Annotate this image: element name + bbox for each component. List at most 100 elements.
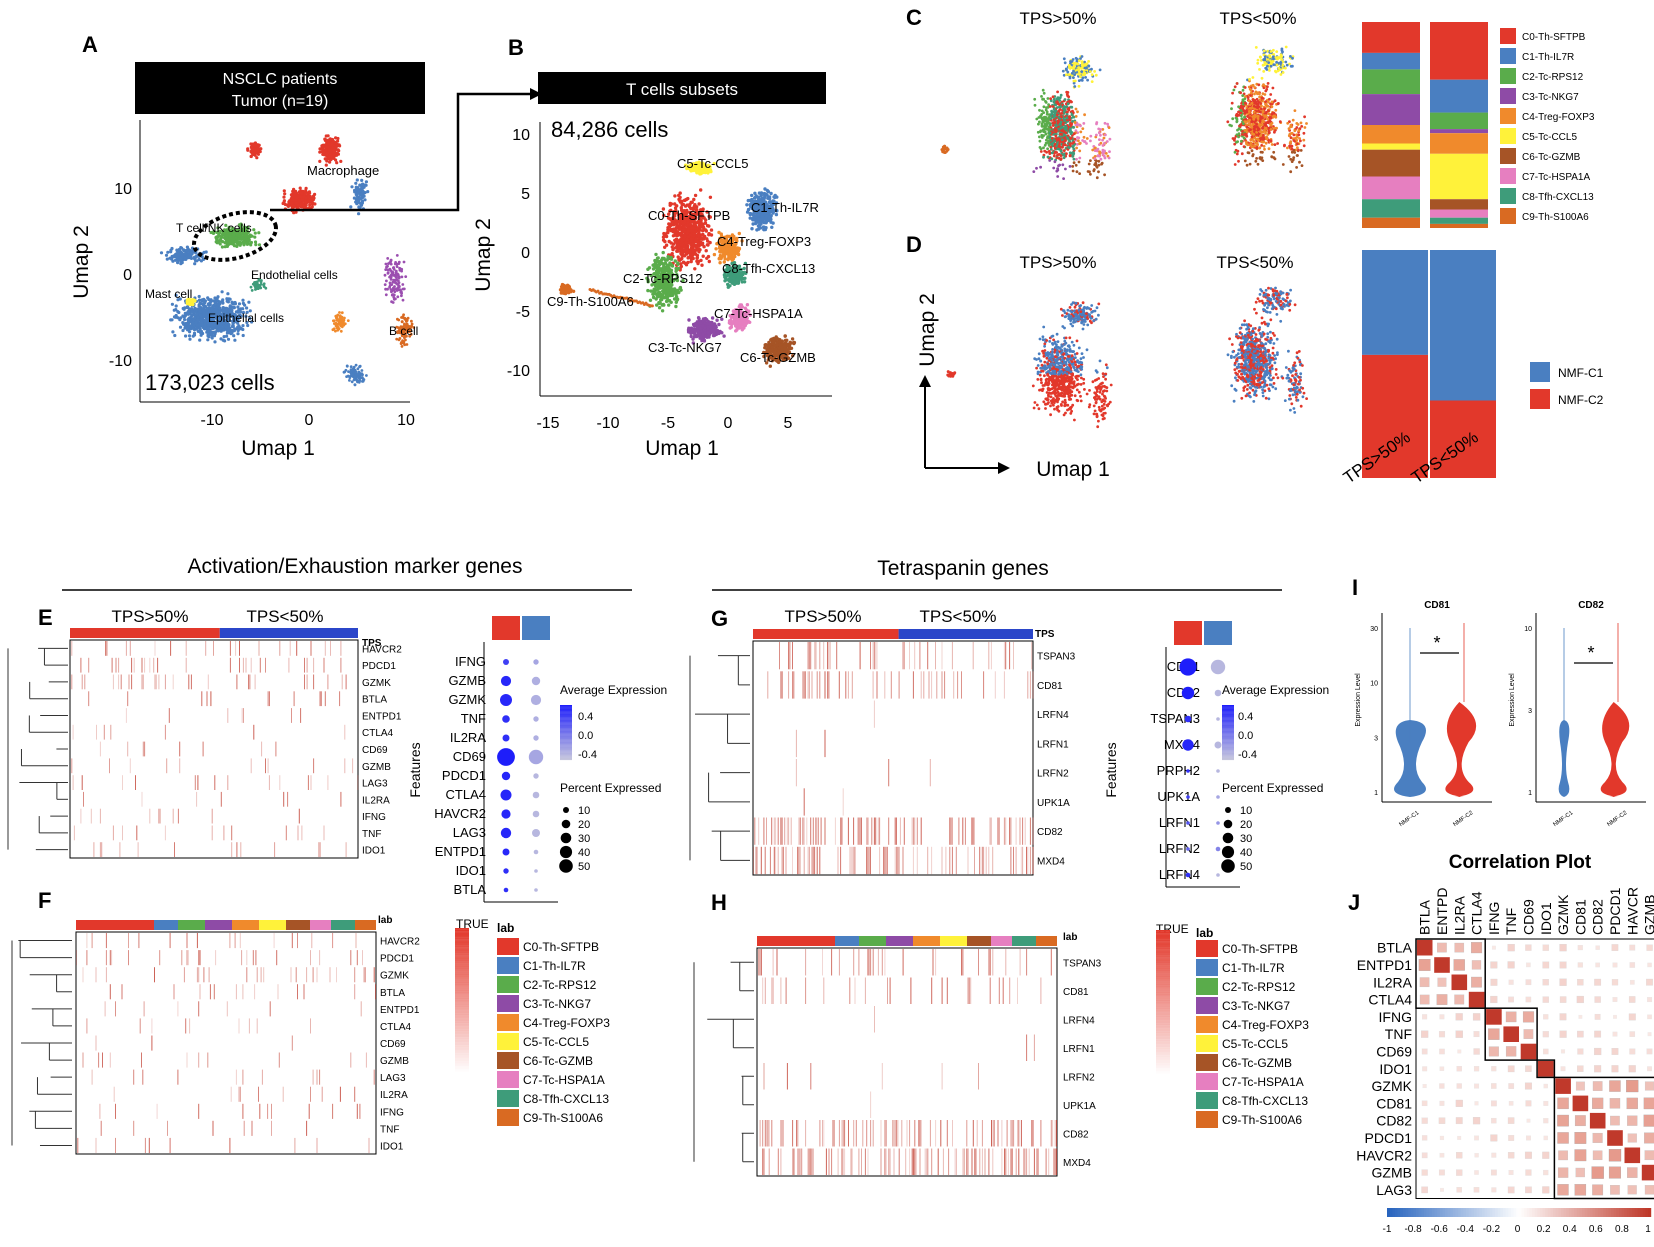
panel-b-cell-count: 84,286 cells	[551, 117, 668, 142]
myeloid-point	[356, 186, 359, 189]
macrophage-point	[338, 144, 341, 147]
epithelial-point	[211, 336, 214, 339]
epithelial-point	[179, 326, 182, 329]
b-c0-point	[683, 245, 686, 248]
endothelial-point	[399, 288, 402, 291]
tnk-point	[225, 235, 228, 238]
b-c7-point	[739, 325, 742, 328]
b-c0-point	[673, 202, 676, 205]
endothelial-point	[391, 294, 394, 297]
panel-c: C TPS>50% TPS<50% C0-Th-SFTPBC1-Th-IL7RC…	[906, 5, 1595, 228]
endothelial-point	[401, 276, 404, 279]
fibro-point	[354, 384, 357, 387]
b-c3-point	[712, 330, 715, 333]
epithelial-point	[236, 326, 239, 329]
epithelial-point	[225, 307, 228, 310]
b-c3-point	[704, 317, 707, 320]
b-c0-point	[673, 239, 676, 242]
b-c3-point	[706, 335, 709, 338]
epithelial-point	[230, 305, 233, 308]
epithelial-point	[188, 324, 191, 327]
myeloid-point	[353, 190, 356, 193]
b-c0-point	[697, 234, 700, 237]
b-c0-point	[698, 228, 701, 231]
epithelial-point	[203, 301, 206, 304]
epithelial-point	[225, 335, 228, 338]
bcell-point	[401, 320, 404, 323]
label-epithelial: Epithelial cells	[208, 311, 284, 325]
epithelial-point	[166, 251, 169, 254]
b-c1-point	[747, 199, 750, 202]
myeloid-point	[358, 189, 361, 192]
b-c1-point	[755, 228, 758, 231]
b-c0-point	[689, 254, 692, 257]
b-c0-point	[700, 224, 703, 227]
macrophage-point	[313, 202, 316, 205]
endothelial-point	[394, 261, 397, 264]
endothelial-point	[387, 262, 390, 265]
bcell-point	[402, 341, 405, 344]
tnk-point	[246, 243, 249, 246]
b-c2-point	[659, 298, 662, 301]
epithelial-point	[193, 256, 196, 259]
endothelial-point	[387, 269, 390, 272]
b-c1-point	[764, 193, 767, 196]
b-c0-point	[699, 259, 702, 262]
b-c0-point	[706, 239, 709, 242]
b-c0-point	[693, 223, 696, 226]
b-c4-point	[719, 257, 722, 260]
epithelial-point	[213, 334, 216, 337]
b-c2-point	[657, 256, 660, 259]
macrophage-point	[296, 197, 299, 200]
epithelial-point	[207, 298, 210, 301]
epithelial-point	[241, 299, 244, 302]
epithelial-point	[227, 297, 230, 300]
b-c0-point	[677, 249, 680, 252]
epithelial-point	[198, 295, 201, 298]
epithelial-point	[183, 308, 186, 311]
fibro-point	[346, 365, 349, 368]
epithelial-point	[192, 335, 195, 338]
epithelial-point	[186, 246, 189, 249]
epithelial-point	[176, 252, 179, 255]
b-c0-point	[705, 249, 708, 252]
epithelial-point	[171, 330, 174, 333]
bcell-point	[395, 338, 398, 341]
b-c0-point	[694, 230, 697, 233]
macrophage-point	[259, 147, 262, 150]
epithelial-point	[185, 326, 188, 329]
bcell-point	[401, 345, 404, 348]
epithelial-point	[198, 309, 201, 312]
b-c0-point	[682, 228, 685, 231]
b-c7-point	[738, 321, 741, 324]
epithelial-point	[175, 304, 178, 307]
epithelial-point	[213, 340, 216, 343]
b-c8-point	[741, 280, 744, 283]
myeloid-point	[357, 212, 360, 215]
fibro-point	[365, 374, 368, 377]
b-cluster-label-c6-tc-gzmb: C6-Tc-GZMB	[740, 350, 816, 365]
b-c0-point	[678, 199, 681, 202]
b-c3-point	[693, 330, 696, 333]
endothelial-point	[393, 288, 396, 291]
epithelial-point	[173, 334, 176, 337]
epithelial-point	[193, 317, 196, 320]
panel-a-xlabel: Umap 1	[241, 437, 315, 460]
epithelial-point	[203, 313, 206, 316]
endothelial-point	[396, 295, 399, 298]
b-c0-point	[691, 243, 694, 246]
label-tnk: T cell/NK cells	[176, 221, 252, 235]
b-c0-point	[680, 243, 683, 246]
b-c1-point	[762, 226, 765, 229]
macrophage-point	[312, 195, 315, 198]
fibro-point	[340, 330, 343, 333]
endothelial-point	[263, 282, 266, 285]
b-c1-point	[750, 227, 753, 230]
umap-point	[1056, 98, 1059, 101]
label-bcell: B cell	[389, 324, 418, 338]
b-c1-point	[749, 216, 752, 219]
epithelial-point	[218, 328, 221, 331]
umap-point	[1040, 95, 1043, 98]
epithelial-point	[236, 332, 239, 335]
epithelial-point	[181, 254, 184, 257]
